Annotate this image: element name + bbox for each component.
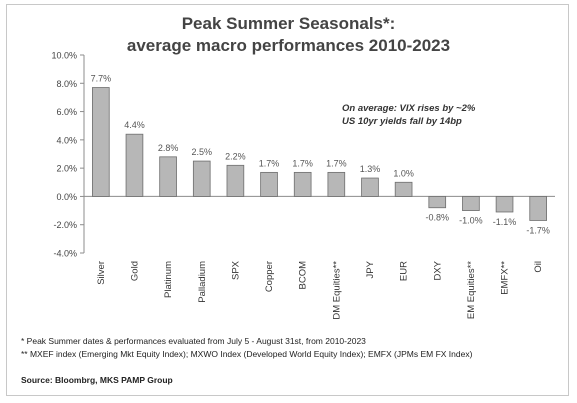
data-label: 4.4% <box>124 120 145 130</box>
bar-em-equities- <box>462 196 480 211</box>
footnotes: * Peak Summer dates & performances evalu… <box>21 335 472 361</box>
chart-title-block: Peak Summer Seasonals*: average macro pe… <box>7 13 570 57</box>
data-label: 7.7% <box>91 74 112 84</box>
data-label: 1.3% <box>360 164 381 174</box>
bar-bcom <box>293 171 312 197</box>
bar-eur <box>394 181 413 197</box>
y-tick-label: 2.0% <box>56 164 77 174</box>
x-tick-label: SPX <box>230 260 241 280</box>
bar-dxy <box>428 196 447 209</box>
source-note: Source: Bloombrg, MKS PAMP Group <box>21 375 173 385</box>
bar-jpy <box>361 177 379 197</box>
x-tick-label: EMFX** <box>500 261 511 295</box>
x-tick-label: Copper <box>264 261 275 292</box>
x-tick-label: Oil <box>533 261 544 273</box>
x-tick-label: DM Equities** <box>331 261 342 320</box>
y-tick-label: 8.0% <box>56 79 77 89</box>
data-label: 1.7% <box>326 158 347 168</box>
annotation-line: On average: VIX rises by ~2% <box>342 103 476 114</box>
x-tick-label: Palladium <box>197 261 208 303</box>
bar-spx <box>226 164 245 197</box>
x-tick-label: Platinum <box>163 261 174 298</box>
data-label: -1.0% <box>459 216 483 226</box>
y-tick-label: 4.0% <box>56 135 77 145</box>
data-label: -1.7% <box>526 225 550 235</box>
data-label: -1.1% <box>493 217 517 227</box>
x-tick-label: EUR <box>399 261 410 281</box>
data-label: 2.2% <box>225 151 246 161</box>
x-tick-label: BCOM <box>298 261 309 290</box>
data-label: 2.5% <box>191 147 212 157</box>
x-tick-label: JPY <box>365 260 376 278</box>
footnote-2: ** MXEF index (Emerging Mkt Equity Index… <box>21 349 473 359</box>
bar-chart: 10.0% 8.0% 6.0% 4.0% 2.0% 0.0% -2.0% -4.0% 7.7% S… <box>51 51 555 320</box>
y-tick-label: 0.0% <box>56 192 77 202</box>
data-label: 1.7% <box>292 158 313 168</box>
bar-silver <box>92 87 110 197</box>
y-tick-label: -2.0% <box>53 220 77 230</box>
annotation-line: US 10yr yields fall by 14bp <box>342 116 462 127</box>
y-tick-label: 10.0% <box>51 51 77 61</box>
bar-oil <box>529 196 547 221</box>
y-tick-label: 6.0% <box>56 107 77 117</box>
data-label: 1.0% <box>393 168 414 178</box>
data-label: -0.8% <box>425 213 449 223</box>
bar-emfx- <box>495 196 514 213</box>
bar-copper <box>260 171 278 197</box>
chart-subtitle: average macro performances 2010-2023 <box>126 36 451 55</box>
x-tick-label: EM Equities** <box>466 261 477 319</box>
chart-title: Peak Summer Seasonals*: <box>181 14 396 33</box>
bar-gold <box>125 133 144 197</box>
data-label: 2.8% <box>158 143 179 153</box>
x-tick-label: Gold <box>129 261 140 281</box>
bar-dm-equities- <box>327 171 346 197</box>
x-tick-label: Silver <box>96 261 107 285</box>
bar-platinum <box>159 156 177 197</box>
data-label: 1.7% <box>259 158 280 168</box>
bar-palladium <box>192 160 211 197</box>
x-tick-label: DXY <box>432 260 443 280</box>
chart-frame: Peak Summer Seasonals*: average macro pe… <box>6 4 569 396</box>
y-tick-label: -4.0% <box>53 249 77 259</box>
footnote-1: * Peak Summer dates & performances evalu… <box>21 336 366 346</box>
